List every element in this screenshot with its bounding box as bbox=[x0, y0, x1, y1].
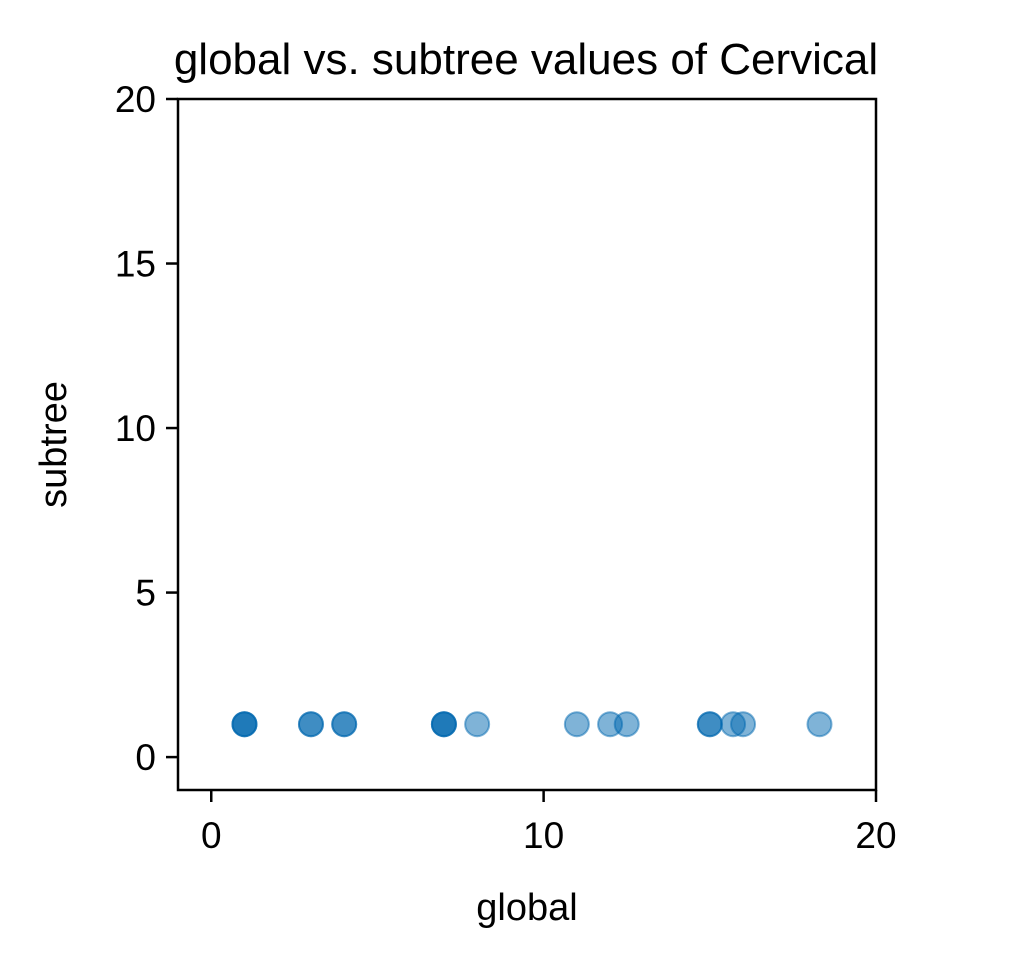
y-tick-label: 5 bbox=[135, 573, 156, 614]
points-layer bbox=[231, 711, 833, 738]
x-axis-label: global bbox=[476, 887, 577, 929]
scatter-point bbox=[430, 711, 457, 738]
x-tick-label: 0 bbox=[201, 815, 222, 856]
scatter-point bbox=[231, 711, 258, 738]
x-axis-ticks: 0 10 20 bbox=[201, 790, 897, 856]
scatter-point bbox=[696, 711, 723, 738]
x-tick-label: 10 bbox=[523, 815, 564, 856]
y-axis-ticks: 0 5 10 15 20 bbox=[115, 79, 178, 778]
chart-title: global vs. subtree values of Cervical bbox=[174, 35, 878, 84]
scatter-point bbox=[297, 711, 324, 738]
plot-frame bbox=[176, 97, 878, 792]
y-tick-label: 10 bbox=[115, 408, 156, 449]
y-axis-label: subtree bbox=[33, 381, 75, 508]
scatter-point bbox=[331, 711, 358, 738]
scatter-point bbox=[563, 711, 590, 738]
scatter-point bbox=[613, 711, 640, 738]
scatter-point bbox=[730, 711, 757, 738]
y-tick-label: 20 bbox=[115, 79, 156, 120]
x-tick-label: 20 bbox=[855, 815, 896, 856]
scatter-point bbox=[806, 711, 833, 738]
y-tick-label: 15 bbox=[115, 244, 156, 285]
y-tick-label: 0 bbox=[135, 737, 156, 778]
scatter-point bbox=[464, 711, 491, 738]
